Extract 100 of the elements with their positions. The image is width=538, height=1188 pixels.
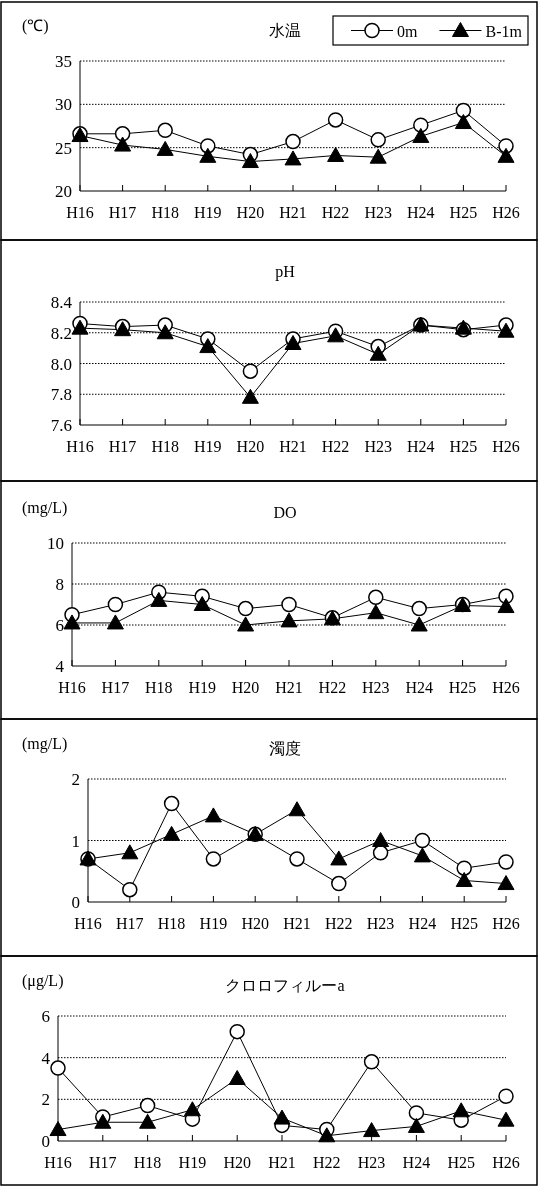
x-tick-label: H22	[313, 1154, 341, 1171]
point	[372, 845, 389, 861]
x-tick-label: H25	[450, 915, 478, 932]
x-tick-label: H25	[448, 679, 477, 696]
x-tick-label: H20	[241, 915, 269, 932]
y-tick-label: 7.8	[50, 385, 72, 405]
x-tick-label: H18	[133, 1154, 162, 1171]
point	[407, 1117, 425, 1133]
point	[193, 596, 211, 611]
x-tick-label: H16	[66, 438, 94, 455]
x-tick-label: H18	[151, 438, 179, 455]
point	[49, 1121, 67, 1137]
y-tick-label: 8.2	[50, 323, 72, 343]
point	[331, 875, 347, 892]
x-tick-label: H21	[283, 915, 311, 932]
point	[497, 875, 515, 891]
x-tick-label: H17	[116, 915, 144, 932]
chart-title: 濁度	[269, 740, 301, 757]
x-tick-label: H16	[74, 915, 102, 932]
y-axis-title: (mg/L)	[22, 499, 68, 517]
point	[327, 146, 345, 162]
point	[454, 114, 472, 130]
x-tick-label: H23	[362, 679, 390, 696]
x-tick-label: H25	[449, 438, 478, 455]
x-tick-label: H20	[236, 438, 265, 455]
x-tick-label: H25	[447, 1154, 475, 1171]
point	[280, 612, 298, 628]
point	[229, 1023, 245, 1040]
x-tick-label: H26	[492, 204, 520, 221]
y-tick-label: 7.6	[50, 416, 72, 435]
x-tick-label: H21	[268, 1154, 296, 1171]
y-tick-label: 30	[55, 95, 72, 115]
point	[372, 832, 390, 847]
point	[50, 1060, 66, 1076]
point	[71, 319, 89, 335]
y-tick-label: 6	[55, 616, 64, 635]
point	[497, 147, 515, 163]
y-axis-title: (μg/L)	[22, 972, 64, 990]
y-tick-label: 1	[71, 831, 80, 851]
point	[289, 851, 305, 867]
point	[410, 616, 428, 632]
x-tick-label: H22	[321, 438, 350, 455]
point	[139, 1113, 157, 1129]
y-tick-label: 8	[55, 575, 64, 594]
point	[94, 1113, 112, 1129]
x-tick-label: H22	[321, 204, 350, 221]
y-tick-label: 2	[41, 1090, 50, 1110]
point	[199, 338, 217, 354]
point	[106, 614, 124, 630]
point	[114, 126, 131, 142]
x-tick-label: H17	[108, 204, 137, 221]
y-tick-label: 4	[55, 657, 65, 676]
point	[455, 871, 473, 887]
point	[363, 1122, 381, 1138]
point	[330, 850, 348, 866]
x-tick-label: H18	[151, 204, 179, 221]
point	[497, 1111, 515, 1127]
point	[241, 153, 259, 169]
y-tick-label: 6	[41, 1007, 50, 1026]
point	[288, 801, 306, 817]
y-tick-label: 8.0	[50, 354, 72, 374]
x-tick-label: H19	[199, 915, 228, 932]
y-axis-title: (℃)	[22, 17, 49, 35]
point	[455, 102, 472, 119]
chart-title: 水温	[269, 22, 301, 39]
x-tick-label: H17	[101, 679, 130, 696]
x-tick-label: H26	[492, 915, 520, 932]
x-tick-label: H16	[58, 679, 86, 696]
point	[163, 825, 181, 841]
point	[327, 327, 345, 343]
x-tick-label: H19	[178, 1154, 207, 1171]
x-tick-label: H22	[318, 679, 347, 696]
legend-label: 0m	[397, 22, 418, 40]
point	[498, 1088, 514, 1104]
point	[242, 363, 259, 379]
x-tick-label: H23	[364, 438, 392, 455]
point	[205, 851, 222, 867]
point	[139, 1097, 156, 1114]
y-tick-label: 4	[41, 1048, 51, 1068]
point	[241, 388, 259, 404]
x-tick-label: H21	[275, 679, 303, 696]
y-tick-label: 2	[71, 770, 80, 789]
x-tick-label: H26	[492, 1154, 520, 1171]
x-tick-label: H18	[157, 915, 186, 932]
y-axis-title: (mg/L)	[22, 735, 68, 753]
point	[452, 1102, 470, 1118]
y-tick-label: 0	[71, 893, 80, 912]
point	[237, 600, 254, 617]
point	[369, 148, 387, 164]
x-tick-label: H20	[231, 679, 260, 696]
x-tick-label: H19	[194, 438, 222, 455]
x-tick-label: H16	[66, 204, 94, 221]
point	[183, 1101, 201, 1117]
chart-title: DO	[273, 504, 297, 521]
point	[228, 1070, 246, 1085]
point	[367, 604, 385, 620]
x-tick-label: H26	[492, 679, 520, 696]
point	[368, 589, 384, 606]
x-tick-label: H23	[366, 915, 395, 932]
y-tick-label: 10	[47, 534, 64, 553]
